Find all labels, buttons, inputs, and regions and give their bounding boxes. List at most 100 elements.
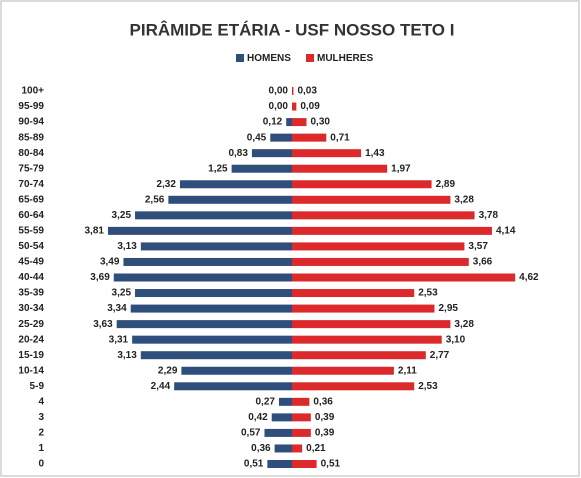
bar	[292, 444, 303, 453]
value-label: 0,00	[269, 101, 289, 112]
value-label: 3,25	[112, 288, 132, 299]
bar	[292, 211, 475, 220]
bar	[292, 289, 415, 298]
category-label: 80-84	[18, 148, 44, 159]
bar	[267, 460, 292, 468]
bar	[292, 304, 435, 313]
category-label: 65-69	[18, 194, 44, 205]
value-label: 0,21	[306, 443, 326, 454]
bar	[292, 226, 492, 235]
bar	[140, 242, 292, 251]
category-label: 3	[38, 412, 44, 423]
value-label: 2,29	[158, 365, 178, 376]
category-label: 2	[38, 428, 44, 439]
value-label: 3,57	[468, 241, 488, 252]
bar	[278, 397, 292, 406]
value-label: 0,03	[297, 86, 317, 97]
value-label: 2,53	[418, 288, 438, 299]
value-label: 0,57	[241, 428, 261, 439]
value-label: 0,00	[269, 86, 289, 97]
bar	[292, 397, 310, 406]
value-label: 0,83	[228, 148, 248, 159]
category-label: 70-74	[18, 179, 44, 190]
bar	[130, 304, 292, 313]
bar	[292, 460, 317, 468]
legend-swatch	[306, 54, 314, 62]
value-label: 0,30	[310, 117, 330, 128]
bar	[292, 382, 415, 391]
value-label: 2,32	[156, 179, 176, 190]
legend-label: MULHERES	[317, 53, 373, 64]
bar	[274, 444, 292, 453]
bar	[292, 102, 297, 111]
bar	[174, 382, 292, 391]
legend-label: HOMENS	[247, 53, 291, 64]
category-label: 60-64	[18, 210, 44, 221]
value-label: 0,12	[263, 117, 283, 128]
bar	[168, 195, 292, 204]
category-label: 40-44	[18, 272, 44, 283]
bar	[251, 149, 292, 158]
chart-title: PIRÂMIDE ETÁRIA - USF NOSSO TETO I	[130, 20, 455, 39]
bar	[135, 211, 292, 220]
value-label: 1,97	[391, 163, 411, 174]
bar	[292, 257, 469, 266]
value-label: 3,78	[479, 210, 499, 221]
category-label: 0	[38, 459, 44, 470]
bar	[123, 257, 292, 266]
bar	[292, 413, 311, 422]
category-label: 50-54	[18, 241, 44, 252]
value-label: 3,13	[117, 241, 137, 252]
bar	[286, 118, 292, 127]
category-label: 55-59	[18, 226, 44, 237]
category-label: 45-49	[18, 257, 44, 268]
value-label: 3,81	[85, 226, 105, 237]
value-label: 3,28	[454, 194, 474, 205]
bar	[107, 226, 293, 235]
category-label: 1	[38, 443, 44, 454]
bar	[271, 413, 292, 422]
bar	[292, 87, 294, 95]
bar	[116, 320, 293, 329]
value-label: 3,34	[107, 303, 127, 314]
value-label: 2,56	[145, 194, 165, 205]
category-label: 100+	[21, 86, 44, 97]
bar	[270, 133, 292, 142]
category-label: 25-29	[18, 319, 44, 330]
category-label: 85-89	[18, 132, 44, 143]
value-label: 0,27	[255, 396, 275, 407]
category-label: 10-14	[18, 365, 44, 376]
bar	[292, 351, 426, 360]
category-label: 35-39	[18, 288, 44, 299]
value-label: 1,43	[365, 148, 385, 159]
value-label: 3,49	[100, 257, 120, 268]
value-label: 1,25	[208, 163, 228, 174]
value-label: 3,31	[109, 334, 129, 345]
value-label: 0,36	[313, 396, 333, 407]
value-label: 2,53	[418, 381, 438, 392]
value-label: 2,44	[151, 381, 171, 392]
value-label: 0,45	[247, 132, 267, 143]
category-label: 90-94	[18, 117, 44, 128]
bar	[292, 242, 465, 251]
bar	[292, 428, 311, 437]
category-label: 5-9	[30, 381, 45, 392]
value-label: 2,89	[436, 179, 456, 190]
bar	[264, 428, 292, 437]
legend-swatch	[236, 54, 244, 62]
bar	[292, 118, 307, 127]
value-label: 2,11	[398, 365, 417, 376]
bar	[181, 366, 292, 375]
bar	[231, 164, 292, 173]
value-label: 3,28	[454, 319, 474, 330]
value-label: 0,09	[300, 101, 320, 112]
bar	[292, 180, 432, 189]
value-label: 0,39	[315, 428, 335, 439]
value-label: 0,39	[315, 412, 335, 423]
value-label: 3,25	[112, 210, 132, 221]
value-label: 0,51	[321, 459, 341, 470]
value-label: 0,51	[244, 459, 264, 470]
category-label: 20-24	[18, 334, 44, 345]
